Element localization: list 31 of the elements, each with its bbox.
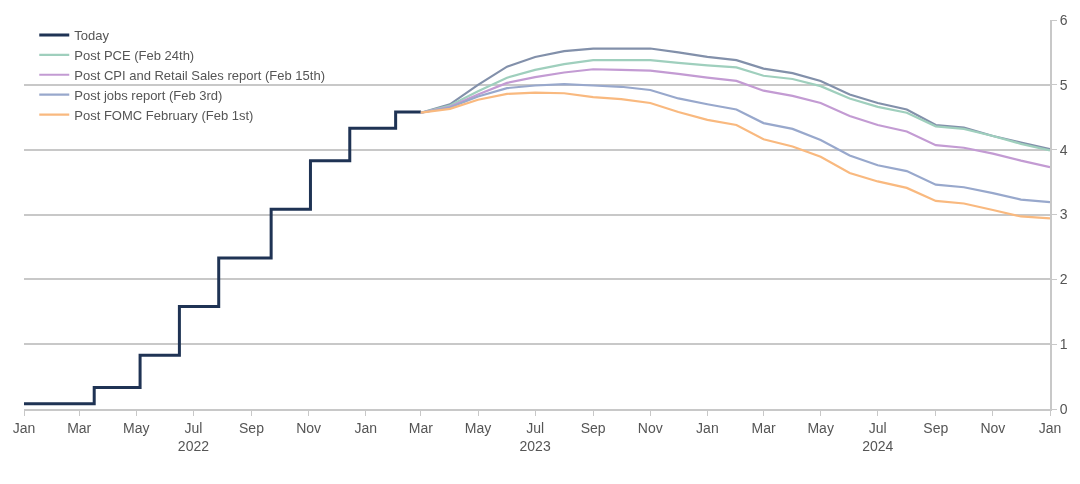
- legend-label: Post FOMC February (Feb 1st): [74, 107, 254, 123]
- y-tick-label: 5: [1059, 76, 1068, 93]
- y-tick-label: 0: [1059, 400, 1068, 417]
- x-tick-label: Sep: [239, 419, 265, 436]
- x-tick-label: Mar: [408, 419, 434, 436]
- x-tick-label: Jul 2024: [862, 419, 894, 454]
- legend-label: Post CPI and Retail Sales report (Feb 15th): [74, 67, 325, 83]
- legend-label: Today: [74, 28, 110, 44]
- y-tick-label: 1: [1059, 336, 1068, 353]
- x-tick-label: Nov: [980, 419, 1006, 436]
- y-tick-label: 4: [1059, 141, 1068, 158]
- legend-label: Post PCE (Feb 24th): [74, 47, 195, 63]
- y-tick-label: 6: [1059, 11, 1068, 28]
- x-tick-label: May: [807, 419, 834, 436]
- x-tick-label: Sep: [923, 419, 949, 436]
- x-tick-label: Jan: [354, 419, 377, 436]
- legend-label: Post jobs report (Feb 3rd): [74, 87, 223, 103]
- x-tick-label: Mar: [751, 419, 776, 436]
- x-tick-label: Jul 2023: [519, 419, 551, 454]
- x-tick-label: Nov: [296, 419, 322, 436]
- x-tick-label: Jan: [12, 419, 36, 436]
- x-tick-label: Jul 2022: [177, 419, 210, 454]
- x-tick-label: Jan: [696, 419, 719, 436]
- y-tick-label: 3: [1059, 206, 1068, 223]
- x-tick-label: May: [464, 419, 492, 436]
- x-tick-label: Nov: [637, 419, 663, 436]
- x-tick-label: May: [123, 419, 150, 436]
- x-tick-label: Jan: [1038, 419, 1062, 436]
- x-tick-label: Sep: [580, 419, 606, 436]
- x-tick-label: Mar: [67, 419, 92, 436]
- y-tick-label: 2: [1059, 271, 1068, 288]
